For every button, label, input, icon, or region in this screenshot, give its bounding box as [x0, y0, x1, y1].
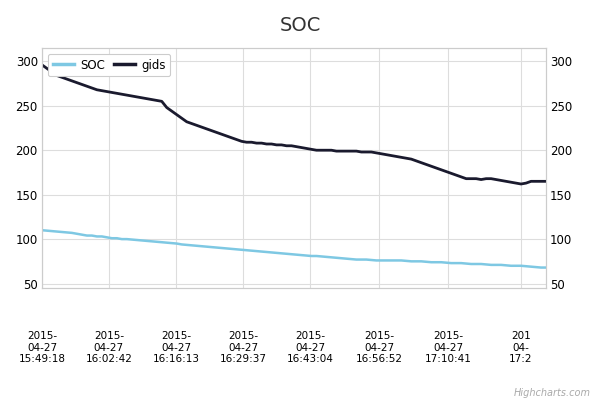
Text: 2015-
04-27
16:56:52: 2015- 04-27 16:56:52 — [356, 331, 403, 364]
Text: 2015-
04-27
15:49:18: 2015- 04-27 15:49:18 — [19, 331, 65, 364]
Legend: SOC, gids: SOC, gids — [48, 54, 170, 76]
Text: 2015-
04-27
17:10:41: 2015- 04-27 17:10:41 — [425, 331, 472, 364]
Text: SOC: SOC — [280, 16, 320, 35]
Text: 201
04-
17:2: 201 04- 17:2 — [509, 331, 533, 364]
Text: 2015-
04-27
16:43:04: 2015- 04-27 16:43:04 — [287, 331, 334, 364]
Text: 2015-
04-27
16:16:13: 2015- 04-27 16:16:13 — [153, 331, 200, 364]
Text: 2015-
04-27
16:29:37: 2015- 04-27 16:29:37 — [220, 331, 266, 364]
Text: Highcharts.com: Highcharts.com — [514, 388, 591, 398]
Text: 2015-
04-27
16:02:42: 2015- 04-27 16:02:42 — [85, 331, 133, 364]
